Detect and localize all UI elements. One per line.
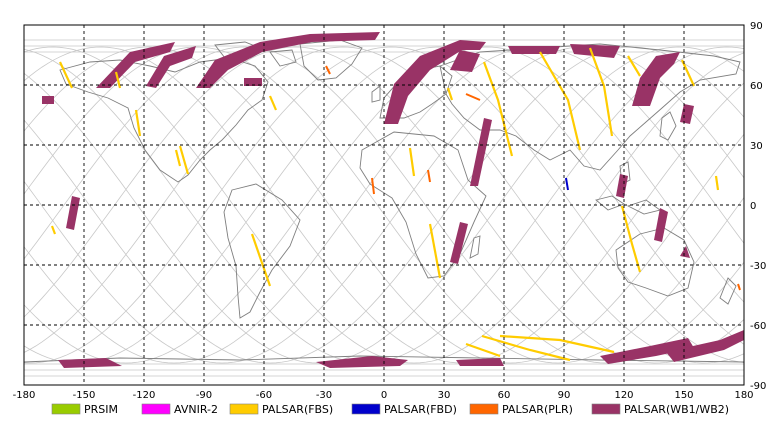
legend-item: PALSAR(PLR) [469, 403, 573, 416]
latitude-tick-label: 0 [750, 201, 756, 212]
longitude-tick-label: -150 [73, 390, 96, 401]
longitude-tick-label: -90 [196, 390, 212, 401]
latitude-tick-label: -30 [750, 261, 766, 272]
longitude-tick-label: 150 [674, 390, 693, 401]
legend-label: PALSAR(WB1/WB2) [624, 403, 729, 416]
longitude-tick-label: 30 [438, 390, 451, 401]
longitude-tick-label: 120 [614, 390, 633, 401]
longitude-tick-label: 0 [381, 390, 387, 401]
longitude-tick-label: -120 [133, 390, 156, 401]
swath-layer [42, 32, 744, 368]
legend-item: PALSAR(FBD) [351, 403, 457, 416]
palsar-wb-swaths [42, 32, 744, 368]
latitude-tick-label: 90 [750, 21, 763, 32]
latitude-tick-label: -90 [750, 381, 766, 392]
legend-swatch [591, 403, 621, 415]
legend: PRSIM AVNIR-2 PALSAR(FBS) PALSAR(FBD) PALSAR… [51, 403, 729, 416]
graticule [24, 25, 744, 385]
longitude-tick-label: 180 [734, 390, 753, 401]
longitude-tick-label: -180 [13, 390, 36, 401]
legend-label: AVNIR-2 [174, 403, 218, 416]
legend-label: PRSIM [84, 403, 118, 416]
palsar-plr-swaths [325, 65, 741, 291]
legend-item: PRSIM [51, 403, 118, 416]
legend-swatch [469, 403, 499, 415]
legend-item: PALSAR(FBS) [229, 403, 333, 416]
legend-label: PALSAR(FBD) [384, 403, 457, 416]
legend-item: AVNIR-2 [141, 403, 218, 416]
legend-swatch [229, 403, 259, 415]
map-frame [23, 24, 745, 386]
longitude-tick-label: 60 [498, 390, 511, 401]
longitude-tick-label: -60 [256, 390, 272, 401]
palsar-fbs-swaths [50, 47, 720, 362]
legend-label: PALSAR(PLR) [502, 403, 573, 416]
latitude-tick-label: -60 [750, 321, 766, 332]
latitude-tick-labels: 90 60 30 0 -30 -60 -90 [750, 21, 766, 392]
legend-swatch [51, 403, 81, 415]
legend-item: PALSAR(WB1/WB2) [591, 403, 729, 416]
longitude-tick-label: 90 [558, 390, 571, 401]
legend-label: PALSAR(FBS) [262, 403, 333, 416]
latitude-tick-label: 60 [750, 81, 763, 92]
latitude-tick-label: 30 [750, 141, 763, 152]
longitude-tick-labels: -180 -150 -120 -90 -60 -30 0 30 60 90 120 150 180 [13, 390, 754, 401]
legend-swatch [141, 403, 171, 415]
legend-swatch [351, 403, 381, 415]
palsar-fbd-swaths [565, 177, 569, 191]
longitude-tick-label: -30 [316, 390, 332, 401]
